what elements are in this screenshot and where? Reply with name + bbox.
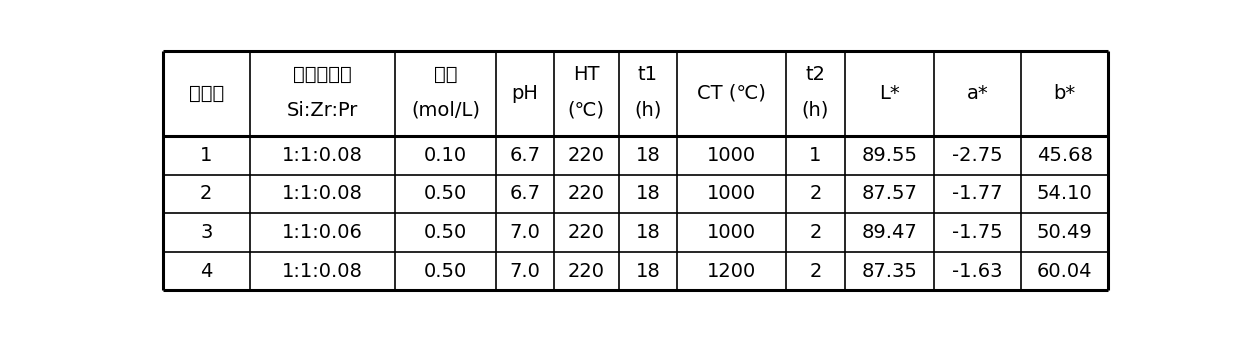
Text: 4: 4 <box>200 262 212 281</box>
Text: -2.75: -2.75 <box>952 146 1003 165</box>
Text: 浓度: 浓度 <box>434 65 458 84</box>
Text: 220: 220 <box>568 223 605 242</box>
Text: 1000: 1000 <box>707 146 756 165</box>
Text: 6.7: 6.7 <box>510 185 541 203</box>
Text: 87.35: 87.35 <box>862 262 918 281</box>
Text: b*: b* <box>1054 84 1076 103</box>
Text: HT: HT <box>573 65 600 84</box>
Text: 50.49: 50.49 <box>1037 223 1092 242</box>
Text: 1:1:0.08: 1:1:0.08 <box>281 146 363 165</box>
Text: -1.77: -1.77 <box>952 185 1003 203</box>
Text: 18: 18 <box>635 185 660 203</box>
Text: 60.04: 60.04 <box>1037 262 1092 281</box>
Text: Si:Zr:Pr: Si:Zr:Pr <box>286 101 358 120</box>
Text: t2: t2 <box>806 65 826 84</box>
Text: (h): (h) <box>634 101 661 120</box>
Text: 1000: 1000 <box>707 223 756 242</box>
Text: 220: 220 <box>568 146 605 165</box>
Text: 1: 1 <box>200 146 212 165</box>
Text: 2: 2 <box>200 185 212 203</box>
Text: 1: 1 <box>810 146 822 165</box>
Text: 1200: 1200 <box>707 262 756 281</box>
Text: 220: 220 <box>568 262 605 281</box>
Text: 18: 18 <box>635 223 660 242</box>
Text: 实施例: 实施例 <box>188 84 224 103</box>
Text: 3: 3 <box>200 223 212 242</box>
Text: L*: L* <box>879 84 899 103</box>
Text: 220: 220 <box>568 185 605 203</box>
Text: CT (℃): CT (℃) <box>697 84 766 103</box>
Text: 0.50: 0.50 <box>424 262 467 281</box>
Text: 7.0: 7.0 <box>510 223 541 242</box>
Text: (mol/L): (mol/L) <box>410 101 480 120</box>
Text: 7.0: 7.0 <box>510 262 541 281</box>
Text: -1.75: -1.75 <box>952 223 1003 242</box>
Text: 2: 2 <box>810 223 822 242</box>
Text: 18: 18 <box>635 146 660 165</box>
Text: pH: pH <box>511 84 538 103</box>
Text: 89.47: 89.47 <box>862 223 918 242</box>
Text: 18: 18 <box>635 262 660 281</box>
Text: t1: t1 <box>637 65 657 84</box>
Text: 0.10: 0.10 <box>424 146 467 165</box>
Text: 89.55: 89.55 <box>862 146 918 165</box>
Text: a*: a* <box>967 84 988 103</box>
Text: 54.10: 54.10 <box>1037 185 1092 203</box>
Text: 1:1:0.08: 1:1:0.08 <box>281 185 363 203</box>
Text: 45.68: 45.68 <box>1037 146 1092 165</box>
Text: 1000: 1000 <box>707 185 756 203</box>
Text: 0.50: 0.50 <box>424 185 467 203</box>
Text: 6.7: 6.7 <box>510 146 541 165</box>
Text: -1.63: -1.63 <box>952 262 1003 281</box>
Text: (h): (h) <box>802 101 830 120</box>
Text: 1:1:0.08: 1:1:0.08 <box>281 262 363 281</box>
Text: 2: 2 <box>810 185 822 203</box>
Text: 2: 2 <box>810 262 822 281</box>
Text: 0.50: 0.50 <box>424 223 467 242</box>
Text: (℃): (℃) <box>568 101 605 120</box>
Text: 87.57: 87.57 <box>862 185 918 203</box>
Text: 1:1:0.06: 1:1:0.06 <box>281 223 363 242</box>
Text: 元素摩尔比: 元素摩尔比 <box>293 65 352 84</box>
